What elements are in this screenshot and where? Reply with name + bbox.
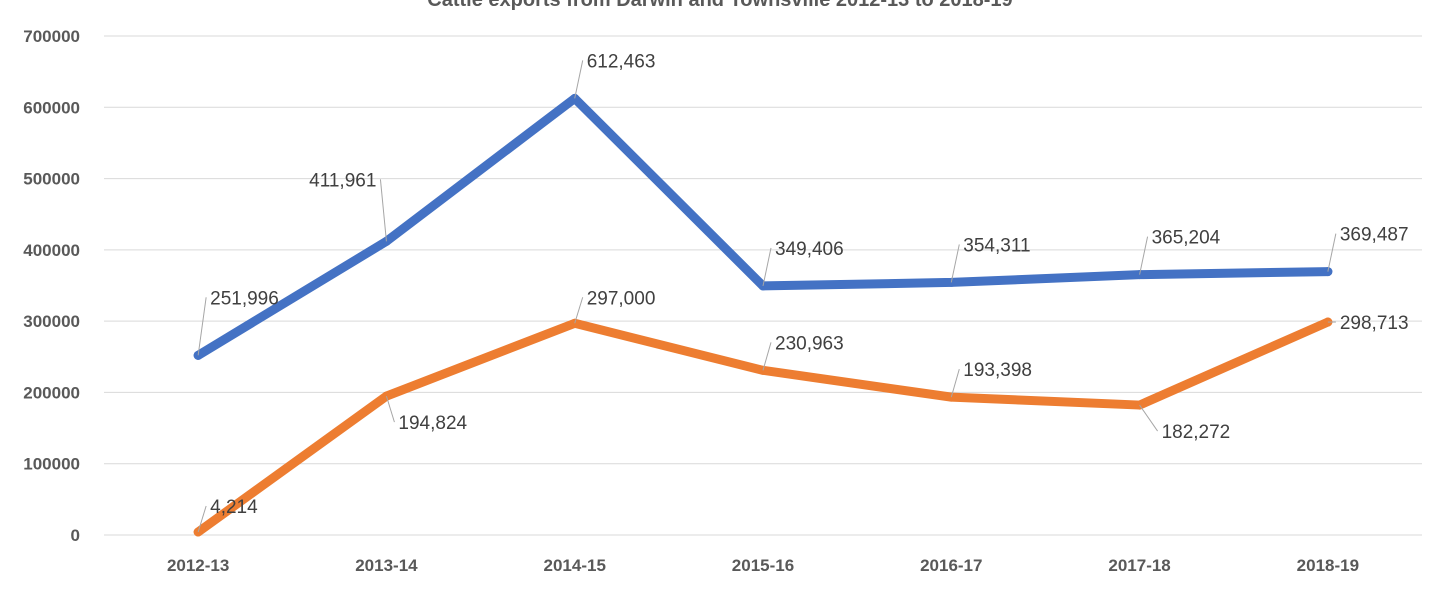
legend: Darwin Townsville [651,597,867,600]
data-label: 369,487 [1340,225,1409,246]
leader-line [1139,404,1158,432]
leader-line [1327,233,1337,272]
x-tick-label: 2014-15 [544,556,606,575]
data-label: 182,272 [1162,422,1231,443]
legend-label: Townsville [781,597,867,600]
leader-line [950,368,960,398]
data-label: 251,996 [210,288,279,309]
data-label: 230,963 [775,333,844,354]
leader-line [197,297,207,356]
data-label: 4,214 [210,497,258,518]
chart-title: Cattle exports from Darwin and Townsvill… [427,0,1012,11]
y-tick-label: 500000 [23,170,80,189]
data-label: 193,398 [963,360,1032,381]
y-tick-label: 600000 [23,98,80,117]
y-tick-label: 200000 [23,383,80,402]
data-label: 365,204 [1152,228,1221,249]
data-label: 349,406 [775,239,844,260]
leader-line [574,60,584,99]
x-tick-label: 2015-16 [732,556,794,575]
x-tick-label: 2012-13 [167,556,229,575]
legend-label: Darwin [651,597,708,600]
series-lines [193,93,1333,537]
y-tick-label: 700000 [23,27,80,46]
x-tick-label: 2017-18 [1108,556,1170,575]
leader-line [762,342,772,371]
leader-line [762,247,772,287]
leader-line [385,395,395,423]
leader-line [1139,236,1149,275]
x-tick-label: 2013-14 [355,556,418,575]
y-axis-labels: 0 100000 200000 300000 400000 500000 600000 700… [23,27,80,545]
x-tick-label: 2018-19 [1297,556,1359,575]
data-label: 411,961 [309,170,376,191]
leader-line [950,244,960,283]
y-tick-label: 100000 [23,455,80,474]
y-tick-label: 0 [71,526,80,545]
x-tick-label: 2016-17 [920,556,982,575]
data-label: 354,311 [963,235,1030,256]
gridlines [104,35,1422,536]
data-label: 297,000 [587,288,656,309]
leader-line [379,179,387,242]
data-label: 298,713 [1340,313,1409,334]
data-labels: 251,996 411,961 612,463 349,406 354,311 365,2… [197,51,1409,533]
data-label: 612,463 [587,51,656,72]
y-tick-label: 400000 [23,241,80,260]
series-line-townsville [193,317,1333,537]
leader-line [197,505,207,533]
y-tick-label: 300000 [23,312,80,331]
x-axis-labels: 2012-13 2013-14 2014-15 2015-16 2016-17 2017-… [167,556,1359,575]
leader-line [574,297,584,324]
data-label: 194,824 [398,413,467,434]
